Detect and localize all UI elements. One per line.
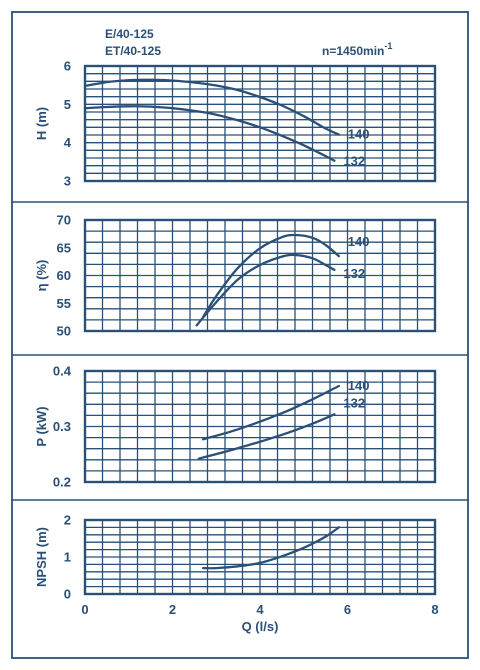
grid [85,520,435,594]
speed-label: n=1450min-1 [322,41,392,58]
series-label: 132 [343,395,365,410]
series-label: 140 [348,378,370,393]
y-tick-label: 65 [57,240,71,255]
grid [85,220,435,331]
y-tick-label: 4 [64,135,72,150]
y-tick-label: 3 [64,174,71,189]
y-tick-label: 50 [57,324,71,339]
y-axis-title: H (m) [34,107,49,140]
grid [85,371,435,482]
y-tick-label: 0 [64,587,71,602]
y-tick-label: 55 [57,296,71,311]
x-tick-label: 4 [256,602,264,617]
y-tick-label: 0.4 [53,364,72,379]
x-tick-label: 6 [344,602,351,617]
y-tick-label: 5 [64,97,71,112]
y-tick-label: 0.3 [53,419,71,434]
y-tick-label: 1 [64,550,71,565]
panel-2: 50 55 60 65 70 η (%) 140 132 [34,213,435,339]
y-tick-label: 60 [57,268,71,283]
y-tick-label: 70 [57,213,71,228]
y-tick-label: 2 [64,513,71,528]
model-label-1: E/40-125 [105,27,154,41]
panel-3: 0.2 0.3 0.4 P (kW) 140 132 [34,364,435,490]
x-tick-label: 8 [431,602,438,617]
series-label: 132 [343,266,365,281]
series-label: 140 [348,234,370,249]
model-label-2: ET/40-125 [105,44,161,58]
speed-exponent: -1 [384,41,392,51]
y-axis-title: P (kW) [34,406,49,446]
x-axis-title: Q (l/s) [242,619,279,634]
y-tick-label: 0.2 [53,475,71,490]
y-axis-title: NPSH (m) [34,527,49,587]
y-tick-label: 6 [64,59,71,74]
y-axis-title: η (%) [34,260,49,292]
x-tick-label: 0 [81,602,88,617]
series-label: 132 [343,154,365,169]
series-label: 140 [348,127,370,142]
x-tick-label: 2 [169,602,176,617]
grid [85,66,435,181]
